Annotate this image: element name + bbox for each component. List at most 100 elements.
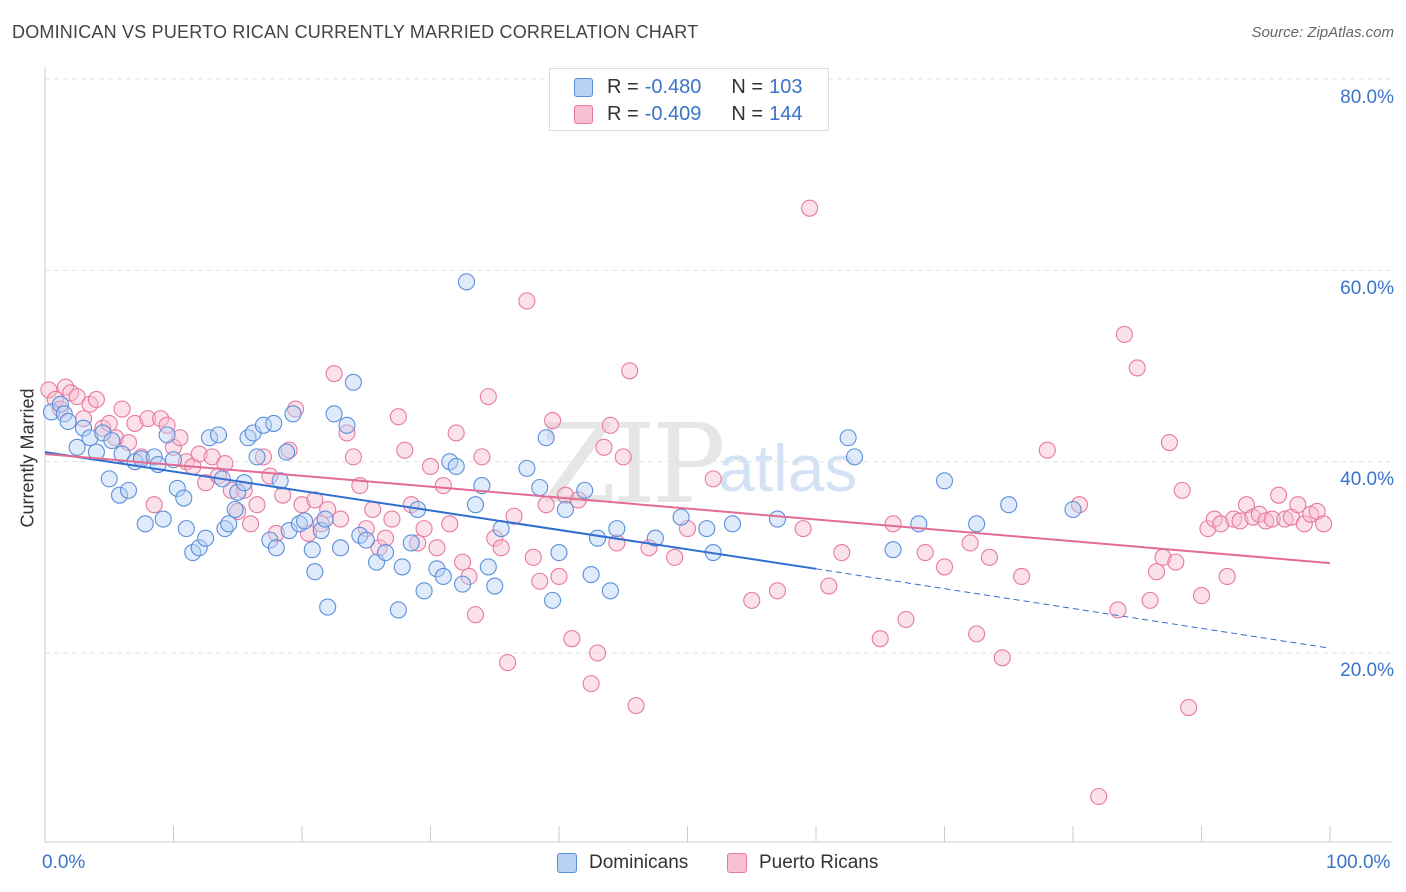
- point-puerto-rican: [794, 520, 812, 538]
- point-puerto-rican: [505, 507, 523, 525]
- point-puerto-rican: [87, 390, 105, 409]
- point-dominican: [434, 567, 452, 586]
- y-tick-20: 20.0%: [1340, 660, 1394, 681]
- point-dominican: [248, 448, 266, 466]
- point-puerto-rican: [595, 438, 613, 456]
- point-puerto-rican: [126, 414, 144, 432]
- point-dominican: [158, 426, 176, 444]
- point-puerto-rican: [768, 582, 787, 600]
- point-dominican: [265, 414, 283, 432]
- point-puerto-rican: [229, 502, 247, 520]
- point-dominican: [486, 577, 504, 595]
- point-dominican: [306, 563, 324, 581]
- point-dominican: [402, 534, 420, 552]
- point-puerto-rican: [524, 548, 542, 566]
- point-puerto-rican: [1250, 505, 1268, 523]
- point-dominican: [576, 481, 594, 499]
- point-dominican: [226, 500, 244, 519]
- point-puerto-rican: [466, 606, 485, 624]
- point-dominican: [518, 459, 536, 477]
- point-puerto-rican: [383, 510, 401, 528]
- point-puerto-rican: [544, 411, 562, 430]
- point-dominican: [389, 601, 407, 619]
- r-label: R =: [607, 102, 639, 125]
- point-puerto-rican: [1231, 512, 1249, 530]
- watermark-zip: ZIP: [540, 400, 726, 528]
- point-dominican: [415, 582, 433, 600]
- point-dominican: [271, 472, 289, 490]
- point-puerto-rican: [454, 553, 472, 571]
- point-dominican: [81, 429, 99, 447]
- point-puerto-rican: [139, 410, 157, 428]
- point-dominican: [325, 405, 343, 423]
- point-dominican: [51, 395, 69, 413]
- point-puerto-rican: [267, 524, 285, 542]
- point-dominican: [839, 429, 857, 447]
- legend-item-puerto-ricans: Puerto Ricans: [727, 852, 878, 874]
- point-dominican: [119, 481, 138, 499]
- point-puerto-rican: [1225, 510, 1243, 528]
- point-dominican: [278, 443, 296, 461]
- point-dominican: [229, 483, 247, 501]
- point-puerto-rican: [158, 416, 176, 434]
- point-dominican: [376, 543, 395, 562]
- point-puerto-rican: [743, 591, 761, 609]
- point-dominican: [113, 445, 131, 463]
- point-puerto-rican: [1218, 567, 1236, 586]
- point-puerto-rican: [40, 381, 58, 399]
- point-puerto-rican: [704, 470, 722, 488]
- point-puerto-rican: [1276, 510, 1294, 528]
- point-dominican: [75, 419, 93, 437]
- point-dominican: [197, 529, 215, 547]
- point-dominican: [723, 515, 742, 533]
- point-puerto-rican: [1263, 510, 1281, 528]
- point-puerto-rican: [1141, 591, 1159, 609]
- legend-stats: R = -0.480 N = 103 R = -0.409 N = 144: [549, 68, 829, 131]
- point-puerto-rican: [434, 477, 452, 495]
- point-dominican: [331, 539, 350, 557]
- point-puerto-rican: [499, 654, 517, 672]
- point-dominican: [588, 529, 607, 547]
- legend-swatch-blue: [574, 77, 593, 97]
- point-puerto-rican: [897, 610, 915, 629]
- point-dominican: [492, 520, 510, 538]
- point-dominican: [316, 510, 334, 528]
- point-dominican: [1000, 496, 1018, 514]
- point-dominican: [473, 477, 491, 495]
- legend-row-dominicans: R = -0.480 N = 103: [574, 74, 802, 100]
- legend-label-puerto-ricans: Puerto Ricans: [759, 852, 879, 873]
- point-puerto-rican: [415, 520, 433, 538]
- point-puerto-rican: [145, 496, 163, 514]
- r-value: -0.480: [644, 75, 702, 98]
- point-puerto-rican: [871, 630, 889, 648]
- point-dominican: [319, 598, 337, 616]
- r-label: R =: [607, 75, 639, 98]
- point-puerto-rican: [222, 481, 240, 499]
- point-puerto-rican: [1038, 441, 1056, 459]
- point-puerto-rican: [1257, 512, 1275, 530]
- point-dominican: [175, 489, 193, 507]
- point-puerto-rican: [1128, 359, 1146, 377]
- point-puerto-rican: [601, 416, 619, 434]
- point-dominican: [303, 541, 321, 559]
- point-puerto-rican: [1109, 601, 1127, 619]
- point-puerto-rican: [627, 697, 645, 715]
- point-dominican: [457, 273, 476, 291]
- point-dominican: [556, 500, 574, 519]
- legend-swatch-pink: [727, 853, 747, 873]
- point-dominican: [531, 478, 549, 497]
- point-puerto-rican: [113, 400, 131, 418]
- point-dominican: [550, 543, 568, 562]
- point-puerto-rican: [961, 534, 979, 552]
- point-dominican: [344, 373, 362, 391]
- point-puerto-rican: [68, 388, 86, 406]
- point-dominican: [239, 429, 257, 447]
- chart-title: DOMINICAN VS PUERTO RICAN CURRENTLY MARR…: [12, 22, 699, 42]
- point-puerto-rican: [935, 558, 954, 576]
- point-puerto-rican: [441, 515, 459, 533]
- point-dominican: [154, 510, 172, 528]
- point-puerto-rican: [993, 649, 1011, 667]
- point-dominican: [884, 541, 902, 559]
- trendline-dominicans: [44, 451, 817, 570]
- point-puerto-rican: [306, 491, 324, 509]
